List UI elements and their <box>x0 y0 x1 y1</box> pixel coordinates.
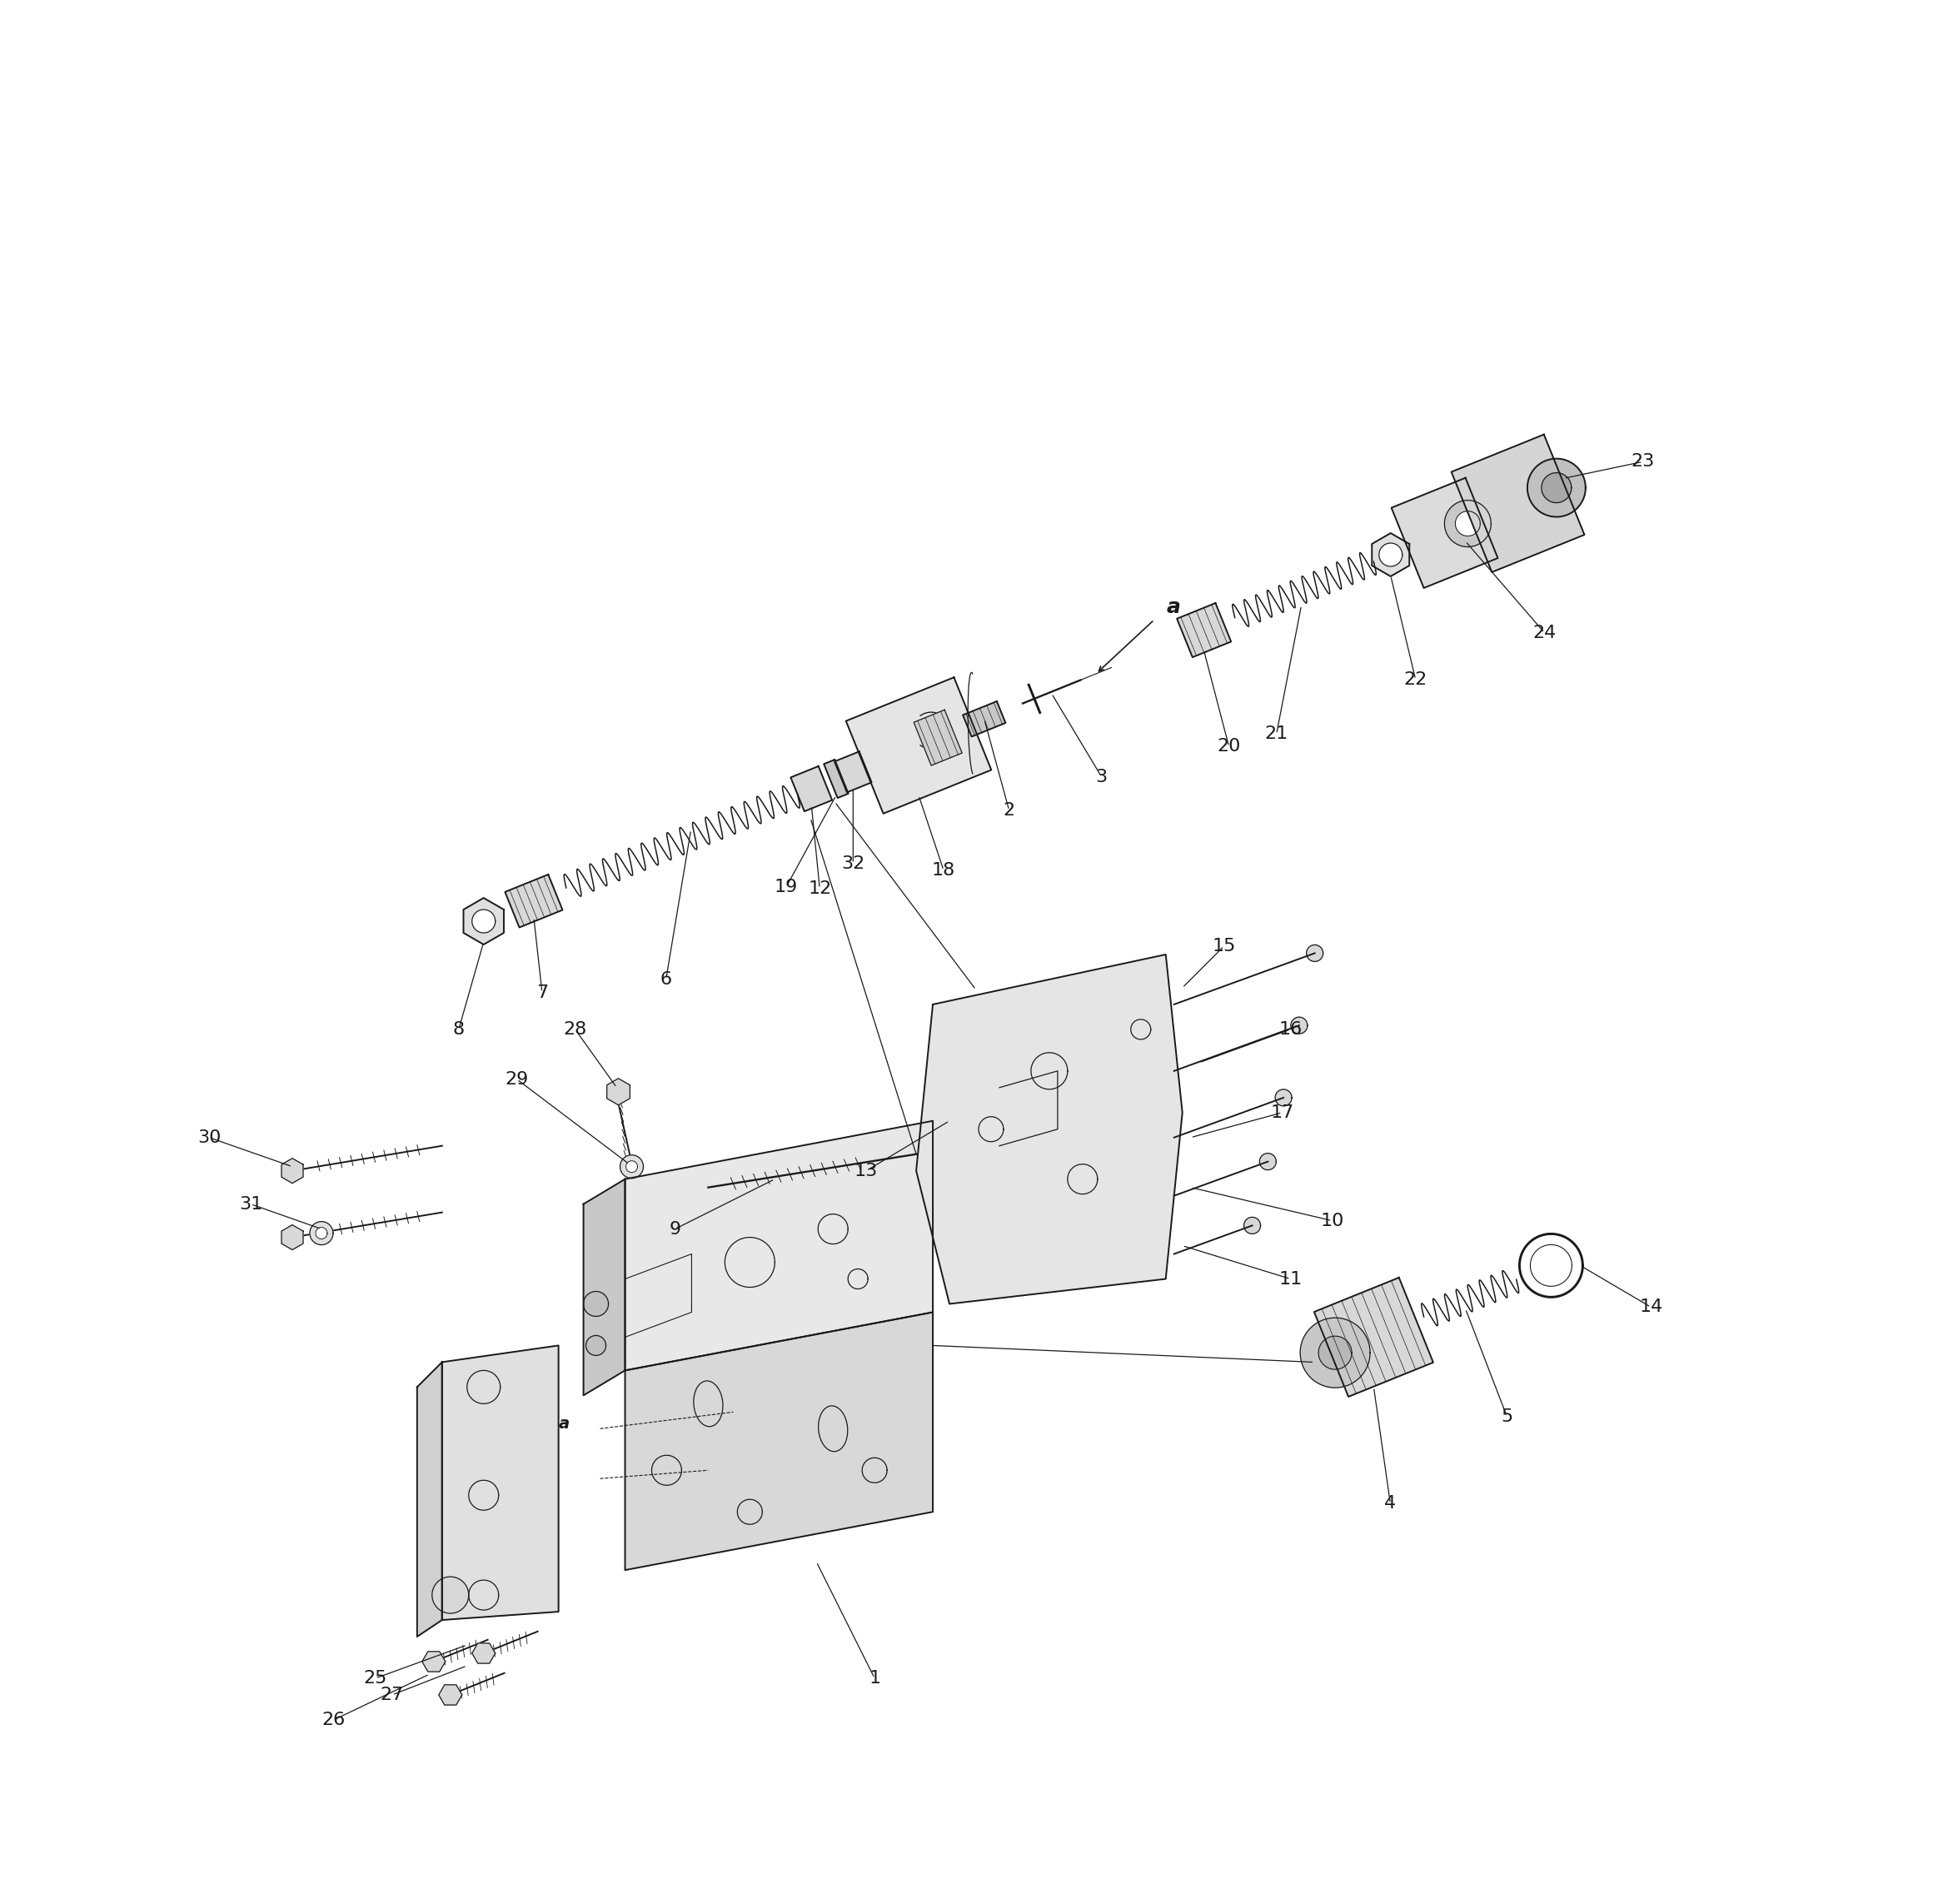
Polygon shape <box>625 1121 934 1371</box>
Text: 23: 23 <box>1631 453 1654 470</box>
Polygon shape <box>607 1078 631 1104</box>
Text: 14: 14 <box>1639 1299 1662 1316</box>
Text: 18: 18 <box>932 863 955 878</box>
Polygon shape <box>625 1312 934 1571</box>
Polygon shape <box>439 1685 463 1704</box>
Text: 31: 31 <box>238 1196 262 1213</box>
Text: a: a <box>1166 598 1182 617</box>
Polygon shape <box>834 752 871 792</box>
Polygon shape <box>463 899 504 944</box>
Text: 15: 15 <box>1213 939 1236 954</box>
Polygon shape <box>1541 472 1572 503</box>
Polygon shape <box>1371 533 1410 577</box>
Text: a: a <box>559 1417 570 1432</box>
Text: 19: 19 <box>775 878 799 895</box>
Polygon shape <box>473 1643 496 1664</box>
Text: 32: 32 <box>842 855 865 872</box>
Polygon shape <box>441 1346 559 1620</box>
Polygon shape <box>586 1335 605 1356</box>
Text: 1: 1 <box>869 1670 881 1687</box>
Text: 5: 5 <box>1502 1409 1514 1424</box>
Text: 13: 13 <box>855 1163 879 1179</box>
Polygon shape <box>824 760 848 798</box>
Polygon shape <box>1275 1089 1291 1106</box>
Polygon shape <box>1391 478 1498 588</box>
Polygon shape <box>316 1228 328 1240</box>
Text: 22: 22 <box>1404 672 1428 687</box>
Text: 21: 21 <box>1266 725 1289 743</box>
Polygon shape <box>1527 459 1586 516</box>
Polygon shape <box>1445 501 1490 546</box>
Text: 17: 17 <box>1271 1104 1295 1121</box>
Text: 2: 2 <box>1004 802 1016 819</box>
Polygon shape <box>1260 1154 1275 1169</box>
Text: 25: 25 <box>363 1670 387 1687</box>
Polygon shape <box>311 1222 334 1245</box>
Polygon shape <box>916 954 1182 1304</box>
Polygon shape <box>506 874 562 927</box>
Text: 27: 27 <box>381 1687 404 1704</box>
Polygon shape <box>1307 944 1322 962</box>
Polygon shape <box>584 1179 625 1396</box>
Text: 6: 6 <box>660 971 672 988</box>
Polygon shape <box>1379 543 1402 565</box>
Polygon shape <box>619 1156 643 1179</box>
Polygon shape <box>281 1224 303 1249</box>
Text: 4: 4 <box>1385 1495 1396 1512</box>
Polygon shape <box>625 1161 637 1173</box>
Polygon shape <box>791 765 832 811</box>
Polygon shape <box>1244 1217 1260 1234</box>
Polygon shape <box>1318 1337 1351 1369</box>
Text: 7: 7 <box>537 984 549 1002</box>
Polygon shape <box>1301 1318 1371 1388</box>
Polygon shape <box>914 710 963 765</box>
Text: 16: 16 <box>1279 1021 1303 1038</box>
Text: 11: 11 <box>1279 1270 1303 1287</box>
Text: 30: 30 <box>197 1129 221 1146</box>
Polygon shape <box>1291 1017 1307 1034</box>
Text: 10: 10 <box>1320 1213 1344 1228</box>
Text: 8: 8 <box>453 1021 465 1038</box>
Text: 29: 29 <box>506 1070 529 1087</box>
Polygon shape <box>422 1651 445 1672</box>
Text: 3: 3 <box>1096 769 1107 784</box>
Text: 26: 26 <box>322 1712 346 1729</box>
Text: 20: 20 <box>1217 739 1240 756</box>
Text: 28: 28 <box>562 1021 588 1038</box>
Polygon shape <box>281 1158 303 1182</box>
Polygon shape <box>473 910 496 933</box>
Polygon shape <box>1451 434 1584 573</box>
Text: 9: 9 <box>670 1220 682 1238</box>
Polygon shape <box>1455 510 1480 537</box>
Polygon shape <box>432 1577 469 1613</box>
Polygon shape <box>1178 604 1230 657</box>
Polygon shape <box>963 701 1006 737</box>
Text: 12: 12 <box>809 880 832 897</box>
Polygon shape <box>1314 1278 1434 1398</box>
Polygon shape <box>584 1291 609 1316</box>
Polygon shape <box>846 678 992 813</box>
Text: 24: 24 <box>1533 625 1557 642</box>
Polygon shape <box>418 1361 441 1637</box>
